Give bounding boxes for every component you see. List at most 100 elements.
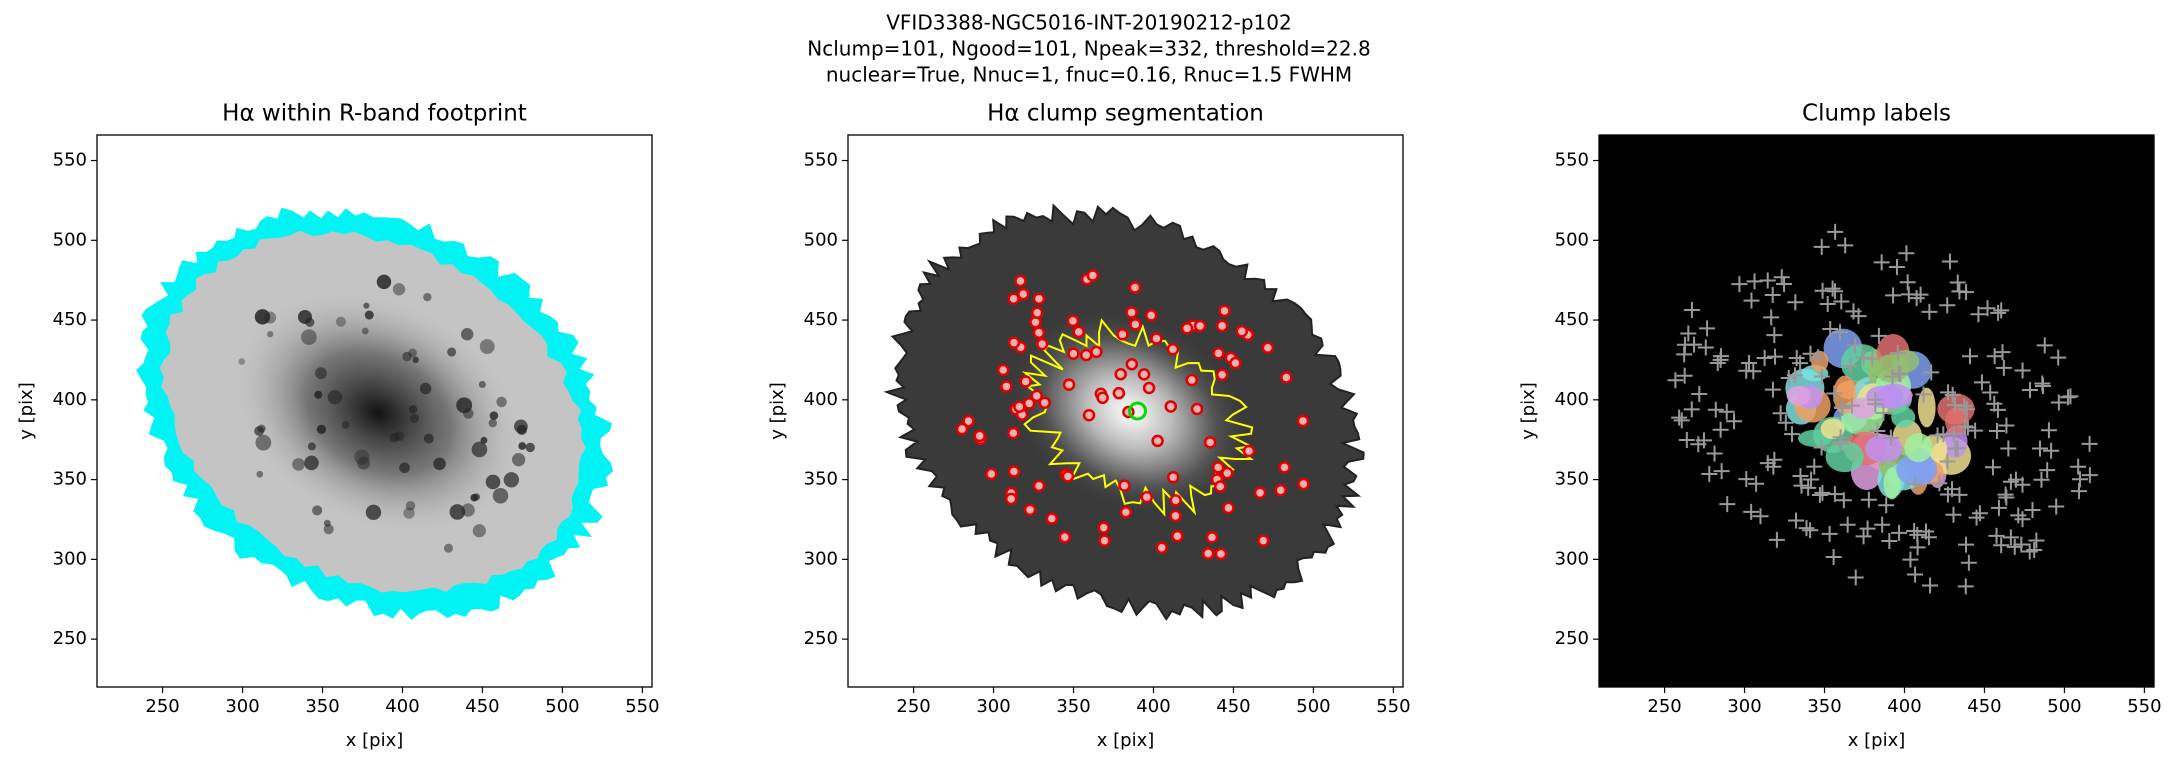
peak-marker [1993, 302, 2010, 319]
knot [516, 424, 527, 435]
knot [341, 421, 350, 429]
x-tick-label: 550 [1376, 696, 1410, 717]
peak-marker [1860, 491, 1877, 508]
peak-marker [1759, 272, 1776, 289]
clump [1235, 325, 1249, 338]
clump [1297, 477, 1310, 491]
peak-marker [1798, 520, 1815, 537]
peak-marker [1982, 384, 1999, 401]
peak-marker [2021, 543, 2038, 560]
clump [1030, 306, 1044, 320]
knot [419, 382, 432, 395]
peak-marker [1788, 512, 1805, 529]
peak-marker [1995, 359, 2012, 376]
peak-marker [1773, 269, 1790, 286]
clump [1116, 328, 1129, 341]
peak-marker [1909, 526, 1926, 543]
peak-marker [1813, 368, 1830, 385]
clump [1058, 530, 1071, 544]
peak-marker [1949, 274, 1966, 291]
knot [335, 316, 346, 327]
peak-marker [1718, 403, 1735, 420]
clump [1022, 397, 1036, 410]
x-tick-label: 400 [385, 696, 419, 717]
x-tick-label: 400 [1136, 696, 1170, 717]
knot [492, 487, 509, 504]
peak-marker [1809, 349, 1826, 366]
knot [433, 457, 446, 471]
clump [1119, 505, 1133, 519]
knot [354, 449, 370, 465]
clump [1142, 381, 1156, 395]
peak-marker [1908, 290, 1925, 307]
peak-marker [1931, 475, 1948, 492]
knot [443, 543, 454, 553]
clump [1280, 371, 1293, 384]
clump [1066, 314, 1080, 328]
clump [1035, 337, 1049, 351]
peak-marker [1764, 286, 1781, 303]
peak-marker [1726, 413, 1743, 430]
peak-marker [1741, 354, 1757, 371]
peak-marker [1686, 336, 1703, 353]
clump [1014, 274, 1027, 288]
peak-marker [1957, 578, 1974, 595]
clump-label [1891, 406, 1916, 428]
peak-marker [1940, 384, 1957, 401]
knot [315, 367, 327, 380]
knot [292, 458, 305, 471]
image [136, 207, 613, 620]
knot [485, 474, 501, 490]
peak-marker [2048, 498, 2065, 515]
clump [1017, 287, 1030, 301]
peak-marker [1864, 350, 1881, 367]
clump [1169, 509, 1182, 523]
x-tick-label: 300 [225, 696, 259, 717]
peak-marker [1941, 253, 1958, 270]
peak-marker [1881, 533, 1898, 550]
clump-label [1811, 350, 1829, 373]
knot [480, 436, 488, 444]
peak-marker [1984, 459, 2001, 476]
clump [1086, 269, 1100, 282]
peak-marker [1946, 396, 1963, 413]
peak-marker [1842, 358, 1859, 375]
peak-marker [1993, 537, 2010, 554]
knot [478, 380, 486, 389]
peak-marker [1667, 372, 1684, 389]
clump [1185, 373, 1199, 387]
peak-marker [1843, 397, 1860, 414]
clump [1019, 375, 1032, 388]
peak-marker [1814, 484, 1831, 501]
knot [511, 453, 526, 467]
peak-marker [1956, 398, 1973, 415]
knot [364, 310, 374, 320]
x-tick-label: 250 [145, 696, 179, 717]
y-axis-label: y [pix] [1518, 382, 1539, 440]
clump [1004, 492, 1018, 506]
clump-label [1904, 433, 1933, 463]
clump [1114, 367, 1127, 381]
peak-marker [1763, 309, 1780, 326]
clump-label [1833, 375, 1857, 414]
peak-marker [1988, 422, 2005, 439]
peak-marker [1994, 344, 2011, 361]
knot [403, 507, 415, 519]
peak-marker [1748, 475, 1765, 492]
knot [357, 456, 371, 470]
peak-marker [1939, 297, 1956, 314]
peak-marker [1907, 476, 1924, 493]
knot [518, 442, 527, 450]
clump [1203, 436, 1217, 449]
peak-marker [1738, 471, 1755, 488]
peak-marker [2040, 422, 2057, 439]
peak-marker [1768, 531, 1785, 548]
axes-frame [1598, 134, 2155, 688]
peak-marker [1691, 385, 1708, 402]
clump [1125, 358, 1139, 371]
knot [405, 500, 416, 511]
knot [254, 309, 271, 325]
peak-marker [2060, 389, 2077, 406]
clump [1151, 434, 1164, 448]
